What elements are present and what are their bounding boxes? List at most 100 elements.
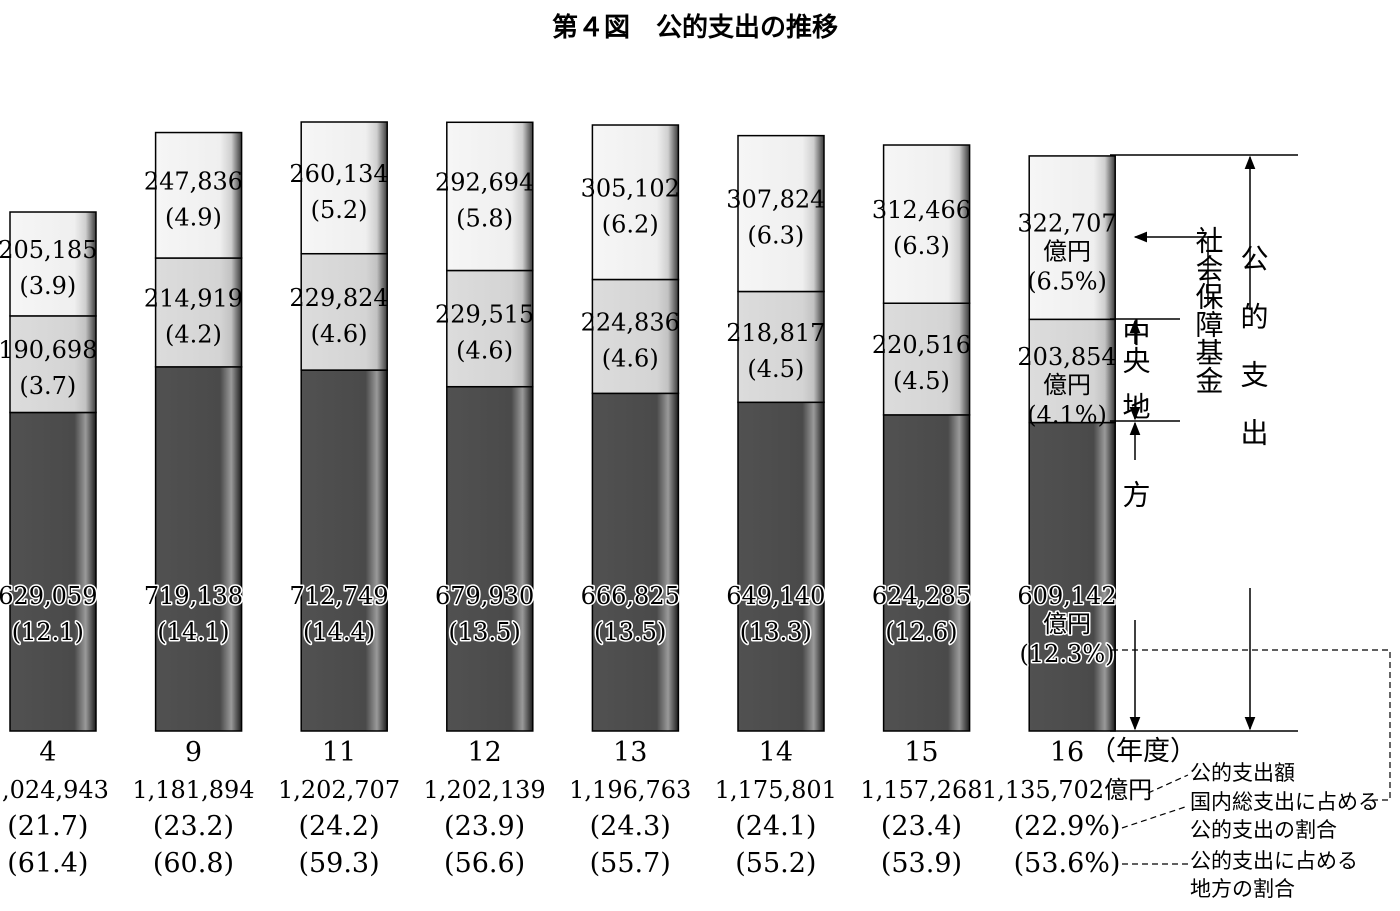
local-share-label: (55.7) <box>590 848 671 879</box>
bar-segment-central <box>737 290 825 404</box>
gdp-share-label: (22.9%) <box>1014 811 1121 842</box>
value-label-local: 679,930 <box>435 582 534 610</box>
value-label-local: 629,059 <box>0 582 97 610</box>
share-label-central: (4.6) <box>311 320 368 348</box>
bar-segment-social_security_fund <box>737 134 825 293</box>
value-label-central: 229,824 <box>289 284 388 312</box>
category-label: 9 <box>185 737 202 768</box>
share-label-social_security_fund: (6.5%) <box>1027 268 1107 296</box>
category-label: 14 <box>759 737 793 768</box>
value-label-central: 203,854 <box>1017 343 1116 371</box>
total-label: 1,202,707 <box>278 776 400 804</box>
share-label-local: (14.4) <box>303 618 375 646</box>
value-label-central: 218,817 <box>726 319 825 347</box>
bar-segment-social_security_fund <box>446 121 534 272</box>
share-label-social_security_fund: (3.9) <box>19 272 76 300</box>
bar-segment-central <box>882 302 971 416</box>
gdp-share-leader <box>1121 805 1189 829</box>
value-label-local: 649,140 <box>726 582 825 610</box>
bar-segment-local <box>9 411 97 732</box>
unit-label-central: 億円 <box>1043 371 1091 399</box>
gdp-share-label: (23.9) <box>444 811 525 842</box>
value-label-social_security_fund: 247,836 <box>144 167 243 195</box>
x-axis-labels: 4 1,024,943 (21.7) (61.4) 9 1,181,894 (23.2) (6… <box>0 737 1152 879</box>
share-label-social_security_fund: (6.3) <box>893 232 950 260</box>
bar-segment-social_security_fund <box>591 124 680 281</box>
social-security-fund-label: 社会保障基金 <box>1192 226 1225 394</box>
local-share-label: (55.2) <box>735 848 816 879</box>
value-label-social_security_fund: 312,466 <box>872 196 971 224</box>
value-label-central: 220,516 <box>872 331 971 359</box>
local-share-label: (61.4) <box>7 848 88 879</box>
value-label-local: 719,138 <box>144 582 243 610</box>
legend-gdp-share-line2: 公的支出の割合 <box>1190 818 1337 842</box>
gdp-share-label: (23.4) <box>881 811 962 842</box>
legend-local-share-line2: 地方の割合 <box>1190 877 1295 901</box>
local-share-leader <box>1112 649 1391 801</box>
category-label: 4 <box>39 737 56 768</box>
value-label-central: 229,515 <box>435 301 534 329</box>
gdp-share-label: (24.1) <box>735 811 816 842</box>
share-label-social_security_fund: (5.2) <box>311 196 368 224</box>
share-label-local: (13.5) <box>594 618 666 646</box>
bar-segment-social_security_fund <box>9 211 97 317</box>
local-label: 地方 <box>1119 392 1152 568</box>
bar-segment-central <box>1028 318 1116 424</box>
share-label-central: (4.6) <box>602 344 659 372</box>
gdp-share-label: (24.2) <box>298 811 379 842</box>
value-label-central: 214,919 <box>144 284 243 312</box>
bar-segment-central <box>300 252 388 371</box>
bar-segment-local <box>300 369 388 732</box>
value-label-local: 666,825 <box>581 582 680 610</box>
share-label-local: (12.3%) <box>1020 640 1115 668</box>
x-axis-unit: （年度） <box>1089 736 1197 767</box>
share-label-central: (4.5) <box>893 367 950 395</box>
share-label-central: (4.1%) <box>1027 401 1107 429</box>
bar-segment-social_security_fund <box>882 144 971 304</box>
total-label: 1,175,801 <box>715 776 837 804</box>
gdp-share-label: (21.7) <box>7 811 88 842</box>
bar-segment-central <box>9 315 97 414</box>
bar-segment-social_security_fund <box>300 121 388 255</box>
local-share-label: (56.6) <box>444 848 525 879</box>
bar-segment-local <box>446 385 534 732</box>
bar-segment-local <box>737 401 825 732</box>
share-label-local: (12.1) <box>12 618 84 646</box>
unit-label-local: 億円 <box>1043 610 1091 638</box>
value-label-social_security_fund: 292,694 <box>435 168 534 196</box>
chart-title: 第４図 公的支出の推移 <box>552 12 838 43</box>
central-label: 中央 <box>1119 318 1152 374</box>
total-label: 1,196,763 <box>569 776 691 804</box>
total-label: 1,135,702億円 <box>982 776 1152 804</box>
public-expenditure-label: 公的支出 <box>1237 244 1270 476</box>
social-security-fund-pointer <box>1133 231 1209 305</box>
value-label-social_security_fund: 260,134 <box>289 160 388 188</box>
bar-segment-central <box>446 269 534 388</box>
bar-segment-local <box>1028 421 1116 732</box>
share-label-central: (4.2) <box>165 320 222 348</box>
total-label: 1,024,943 <box>0 776 109 804</box>
category-label: 12 <box>467 737 501 768</box>
total-label: 1,157,268 <box>860 776 982 804</box>
share-label-social_security_fund: (6.3) <box>747 222 804 250</box>
value-label-local: 609,142 <box>1017 582 1116 610</box>
value-label-local: 624,285 <box>872 582 971 610</box>
category-label: 15 <box>904 737 938 768</box>
share-label-social_security_fund: (5.8) <box>456 204 513 232</box>
local-share-label: (53.9) <box>881 848 962 879</box>
legend-total: 公的支出額 <box>1190 761 1295 785</box>
share-label-local: (12.6) <box>885 618 957 646</box>
category-label: 13 <box>613 737 647 768</box>
bars <box>9 121 1116 732</box>
value-label-central: 190,698 <box>0 336 97 364</box>
share-label-central: (3.7) <box>19 372 76 400</box>
local-share-label: (60.8) <box>153 848 234 879</box>
total-label: 1,181,894 <box>132 776 254 804</box>
total-leader <box>1147 774 1189 794</box>
legend-gdp-share-line1: 国内総支出に占める <box>1190 790 1379 814</box>
value-label-social_security_fund: 305,102 <box>581 174 680 202</box>
bar-segment-local <box>154 366 243 732</box>
bar-segment-central <box>154 257 243 368</box>
value-label-social_security_fund: 205,185 <box>0 236 97 264</box>
